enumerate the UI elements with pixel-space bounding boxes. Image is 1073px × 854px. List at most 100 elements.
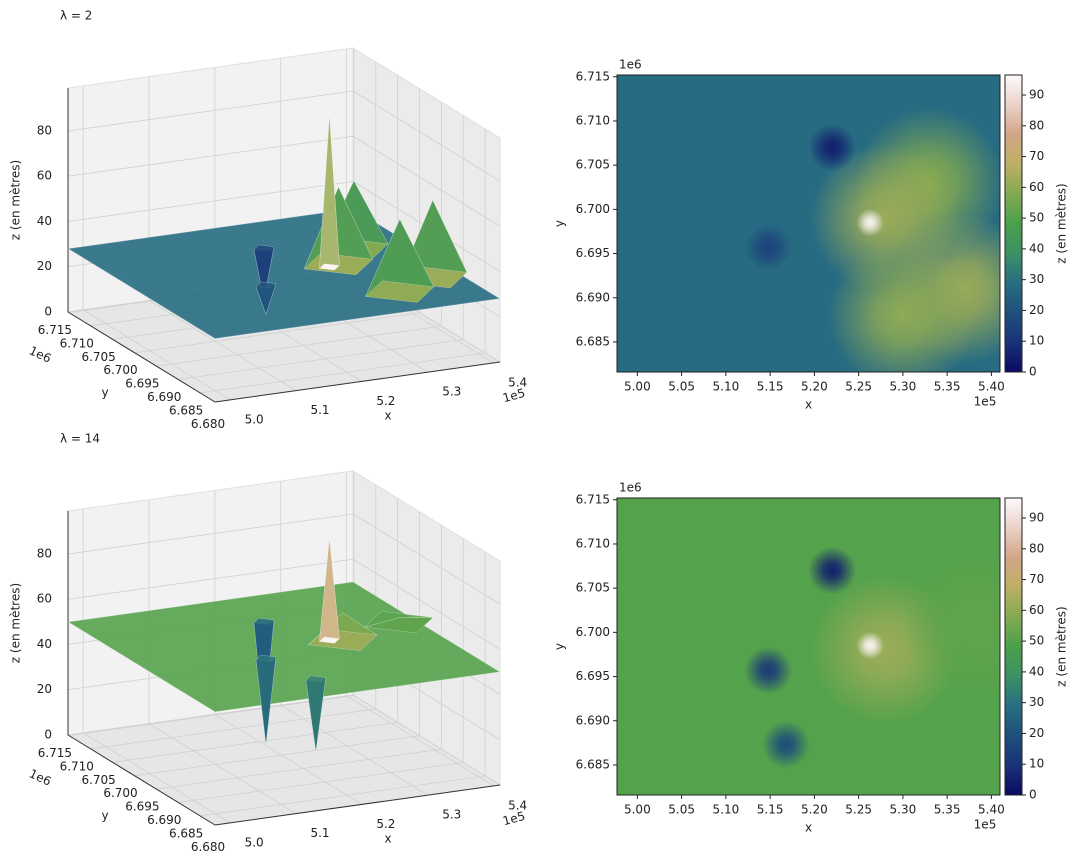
x-tick-label: 5.35 (934, 380, 961, 394)
colorbar-tick-label: 30 (1029, 272, 1044, 286)
y-tick-label: 6.705 (576, 158, 610, 172)
grid-line (67, 558, 354, 600)
grid-line (82, 732, 231, 824)
y-offset-label: 1e6 (619, 58, 642, 72)
colorbar-tick-label: 90 (1029, 511, 1044, 525)
x-tick-label: 5.05 (668, 803, 695, 817)
grid-line (352, 90, 501, 182)
x-axis-label: x (384, 832, 391, 846)
colorbar-tick-label: 60 (1029, 603, 1044, 617)
colorbar-tick-label: 80 (1029, 541, 1044, 555)
x-tick-label: 5.2 (376, 817, 395, 831)
grid-line (352, 694, 501, 786)
heatmap-field (617, 75, 1000, 372)
x-offset-label: 1e5 (501, 386, 527, 405)
colorbar-tick-label: 90 (1029, 88, 1044, 102)
grid-line (352, 135, 501, 227)
y-tick-label: 6.700 (103, 786, 137, 800)
y-tick-label: 6.705 (81, 773, 115, 787)
grid-line (67, 181, 354, 222)
y-tick-label: 6.690 (576, 713, 610, 727)
colorbar-tick-label: 70 (1029, 149, 1044, 163)
grid-line (82, 309, 231, 401)
y-tick-label: 6.685 (169, 403, 203, 417)
x-axis-label: x (805, 821, 812, 835)
grid-line (134, 735, 420, 777)
y-tick-label: 6.695 (125, 377, 159, 391)
grid-line (67, 513, 354, 555)
x-tick-label: 5.35 (934, 803, 961, 817)
y-tick-label: 6.690 (576, 290, 610, 304)
colorbar-label: z (en mètres) (1055, 183, 1069, 263)
grid-line (67, 135, 354, 177)
y-tick-label: 6.685 (576, 334, 610, 348)
y-tick-label: 6.700 (576, 625, 610, 639)
y-offset-label: 1e6 (27, 343, 53, 365)
grid-line (90, 708, 376, 750)
x-tick-label: 5.20 (801, 803, 828, 817)
y-tick-label: 6.690 (147, 813, 181, 827)
heatmap-feature (808, 546, 857, 595)
x-tick-label: 5.00 (624, 380, 651, 394)
grid-line (280, 704, 428, 796)
grid-line (68, 695, 354, 736)
axis-line (214, 784, 501, 826)
y-tick-label: 6.710 (576, 536, 610, 550)
z-tick-label: 80 (37, 546, 52, 560)
colorbar-tick-label: 40 (1029, 241, 1044, 255)
colorbar-tick-label: 10 (1029, 757, 1044, 771)
y-tick-label: 6.705 (81, 350, 115, 364)
z-tick-label: 40 (37, 214, 52, 228)
surface-peak (364, 611, 434, 628)
y-tick-label: 6.715 (38, 323, 72, 337)
axis-line (67, 311, 216, 403)
x-axis-label: x (384, 409, 391, 423)
colorbar-tick-label: 40 (1029, 664, 1044, 678)
surface-peak (365, 218, 435, 297)
y-tick-label: 6.695 (576, 246, 610, 260)
axis-line (67, 734, 216, 826)
colorbar-tick-label: 50 (1029, 634, 1044, 648)
y-offset-label: 1e6 (619, 481, 642, 495)
colorbar-tick-label: 60 (1029, 180, 1044, 194)
x-tick-label: 5.4 (508, 375, 527, 389)
z-tick-label: 60 (37, 169, 52, 183)
x-tick-label: 5.40 (978, 803, 1005, 817)
colorbar-tick-label: 10 (1029, 334, 1044, 348)
y-axis-label: y (553, 220, 567, 227)
y-tick-label: 6.680 (191, 840, 225, 854)
x-tick-label: 5.30 (890, 380, 917, 394)
x-tick-label: 5.25 (845, 380, 872, 394)
x-offset-label: 1e5 (974, 818, 997, 832)
y-tick-label: 6.695 (576, 669, 610, 683)
x-offset-label: 1e5 (974, 395, 997, 409)
x-tick-label: 5.40 (978, 380, 1005, 394)
z-tick-label: 80 (37, 123, 52, 137)
grid-line (148, 723, 297, 814)
grid-line (214, 714, 363, 805)
y-tick-label: 6.690 (147, 390, 181, 404)
heatmap-feature (744, 646, 793, 695)
grid-line (148, 300, 297, 391)
grid-line (352, 513, 501, 605)
surface-peak (319, 115, 340, 269)
x-tick-label: 5.4 (508, 798, 527, 812)
y-offset-label: 1e6 (27, 766, 53, 788)
x-tick-label: 5.3 (442, 808, 461, 822)
y-tick-label: 6.710 (60, 336, 94, 350)
x-tick-label: 5.25 (845, 803, 872, 817)
colorbar-tick-label: 20 (1029, 303, 1044, 317)
heatmap-feature (744, 223, 793, 272)
y-tick-label: 6.710 (60, 759, 94, 773)
grid-line (200, 352, 486, 394)
grid-line (67, 90, 354, 132)
x-tick-label: 5.05 (668, 380, 695, 394)
y-tick-label: 6.715 (576, 492, 610, 506)
grid-line (178, 762, 464, 803)
surface-peak (305, 675, 327, 752)
x-offset-label: 1e5 (501, 809, 527, 828)
y-tick-label: 6.710 (576, 113, 610, 127)
panel-title: λ = 2 (60, 9, 92, 23)
z-axis-label: z (en mètres) (9, 160, 23, 240)
